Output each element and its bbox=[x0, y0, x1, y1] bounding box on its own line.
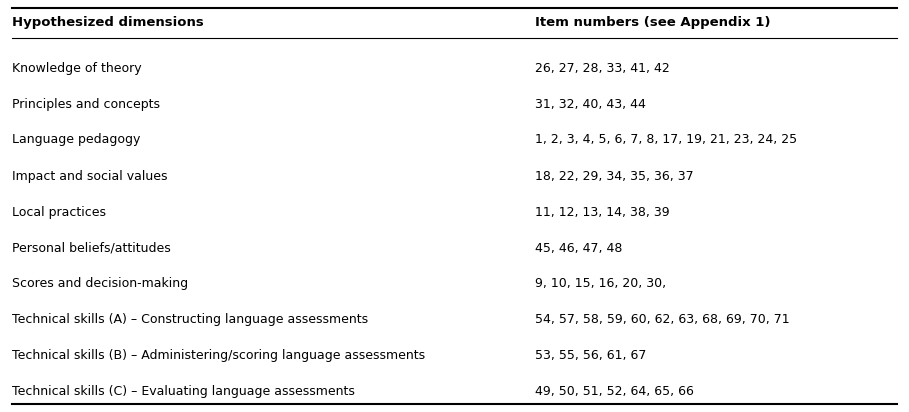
Text: Impact and social values: Impact and social values bbox=[12, 169, 167, 183]
Text: 26, 27, 28, 33, 41, 42: 26, 27, 28, 33, 41, 42 bbox=[535, 61, 670, 75]
Text: 53, 55, 56, 61, 67: 53, 55, 56, 61, 67 bbox=[535, 349, 646, 363]
Text: 31, 32, 40, 43, 44: 31, 32, 40, 43, 44 bbox=[535, 98, 646, 110]
Text: Local practices: Local practices bbox=[12, 206, 106, 218]
Text: Knowledge of theory: Knowledge of theory bbox=[12, 61, 142, 75]
Text: Principles and concepts: Principles and concepts bbox=[12, 98, 160, 110]
Text: 49, 50, 51, 52, 64, 65, 66: 49, 50, 51, 52, 64, 65, 66 bbox=[535, 386, 694, 398]
Text: 9, 10, 15, 16, 20, 30,: 9, 10, 15, 16, 20, 30, bbox=[535, 278, 666, 290]
Text: 11, 12, 13, 14, 38, 39: 11, 12, 13, 14, 38, 39 bbox=[535, 206, 670, 218]
Text: Hypothesized dimensions: Hypothesized dimensions bbox=[12, 16, 204, 28]
Text: Item numbers (see Appendix 1): Item numbers (see Appendix 1) bbox=[535, 16, 771, 28]
Text: 1, 2, 3, 4, 5, 6, 7, 8, 17, 19, 21, 23, 24, 25: 1, 2, 3, 4, 5, 6, 7, 8, 17, 19, 21, 23, … bbox=[535, 133, 797, 147]
Text: Technical skills (C) – Evaluating language assessments: Technical skills (C) – Evaluating langua… bbox=[12, 386, 355, 398]
Text: Technical skills (A) – Constructing language assessments: Technical skills (A) – Constructing lang… bbox=[12, 314, 368, 326]
Text: 18, 22, 29, 34, 35, 36, 37: 18, 22, 29, 34, 35, 36, 37 bbox=[535, 169, 694, 183]
Text: Technical skills (B) – Administering/scoring language assessments: Technical skills (B) – Administering/sco… bbox=[12, 349, 425, 363]
Text: Scores and decision-making: Scores and decision-making bbox=[12, 278, 188, 290]
Text: Language pedagogy: Language pedagogy bbox=[12, 133, 140, 147]
Text: 54, 57, 58, 59, 60, 62, 63, 68, 69, 70, 71: 54, 57, 58, 59, 60, 62, 63, 68, 69, 70, … bbox=[535, 314, 790, 326]
Text: Personal beliefs/attitudes: Personal beliefs/attitudes bbox=[12, 241, 171, 255]
Text: 45, 46, 47, 48: 45, 46, 47, 48 bbox=[535, 241, 623, 255]
